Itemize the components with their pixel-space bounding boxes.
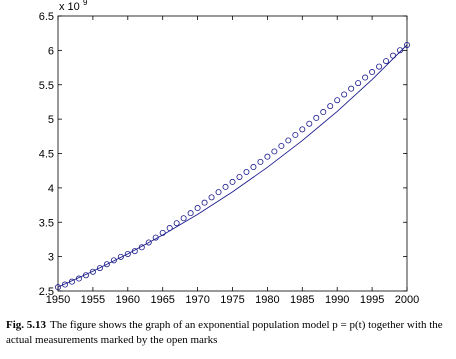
data-point: [362, 74, 369, 81]
data-point: [215, 189, 222, 196]
data-point: [250, 164, 257, 171]
y-tick-label: 5: [48, 114, 54, 126]
y-tick-label: 6: [48, 45, 54, 57]
x-tick-label: 1985: [290, 294, 314, 306]
data-point: [341, 91, 348, 98]
x-tick-label: 1950: [46, 294, 70, 306]
data-point: [96, 265, 103, 272]
x-tick-label: 1975: [220, 294, 244, 306]
data-point: [383, 58, 390, 65]
data-point: [299, 126, 306, 133]
y-multiplier: x 10: [59, 1, 80, 13]
data-point: [313, 114, 320, 121]
data-point: [306, 120, 313, 127]
y-exponent: 9: [83, 0, 88, 7]
data-point: [397, 47, 404, 54]
caption-text: The figure shows the graph of an exponen…: [6, 319, 443, 346]
data-point: [271, 148, 278, 155]
data-point: [334, 97, 341, 104]
data-point: [355, 80, 362, 87]
data-point: [61, 281, 68, 288]
y-tick-label: 4: [48, 183, 54, 195]
data-point: [55, 284, 62, 291]
data-point: [222, 183, 229, 190]
data-point: [320, 109, 327, 116]
data-point: [257, 158, 264, 165]
data-point: [292, 131, 299, 138]
data-point: [124, 250, 131, 257]
plot-frame: [57, 15, 408, 292]
data-point: [89, 268, 96, 275]
data-point: [187, 210, 194, 217]
data-point: [243, 168, 250, 175]
x-tick-label: 1995: [360, 294, 384, 306]
caption: Fig. 5.13 The figure shows the graph of a…: [6, 318, 450, 348]
data-point: [117, 253, 124, 260]
y-tick-label: 3.5: [39, 217, 54, 229]
x-tick-label: 1970: [185, 294, 209, 306]
data-point: [208, 194, 215, 201]
data-point: [327, 103, 334, 110]
data-point: [229, 178, 236, 185]
data-point: [145, 239, 152, 246]
y-tick-label: 6.5: [39, 11, 54, 23]
y-tick-label: 4.5: [39, 149, 54, 161]
x-tick-label: 1960: [116, 294, 140, 306]
data-point: [173, 220, 180, 227]
caption-label: Fig. 5.13: [6, 319, 47, 331]
data-point: [110, 257, 117, 264]
chart: x 10 9 1950 1955 1960 1965 1970 1975 1980 1985 1…: [39, 0, 420, 306]
x-tick-label: 1955: [81, 294, 105, 306]
y-tick-label: 5.5: [39, 80, 54, 92]
y-tick-label: 2.5: [39, 286, 54, 298]
y-tick-label: 3: [48, 252, 54, 264]
data-point: [348, 85, 355, 92]
data-point: [285, 137, 292, 144]
data-point: [201, 199, 208, 206]
data-point: [264, 153, 271, 160]
model-curve: [57, 44, 408, 288]
data-point: [278, 142, 285, 149]
x-tick-label: 1965: [150, 294, 174, 306]
data-point: [369, 69, 376, 76]
x-tick-label: 2000: [395, 294, 419, 306]
data-point: [236, 173, 243, 180]
data-point: [103, 261, 110, 268]
x-tick-label: 1990: [325, 294, 349, 306]
data-point: [376, 63, 383, 70]
x-tick-label: 1980: [255, 294, 279, 306]
data-point: [180, 215, 187, 222]
data-point: [403, 41, 410, 48]
data-point: [194, 205, 201, 212]
